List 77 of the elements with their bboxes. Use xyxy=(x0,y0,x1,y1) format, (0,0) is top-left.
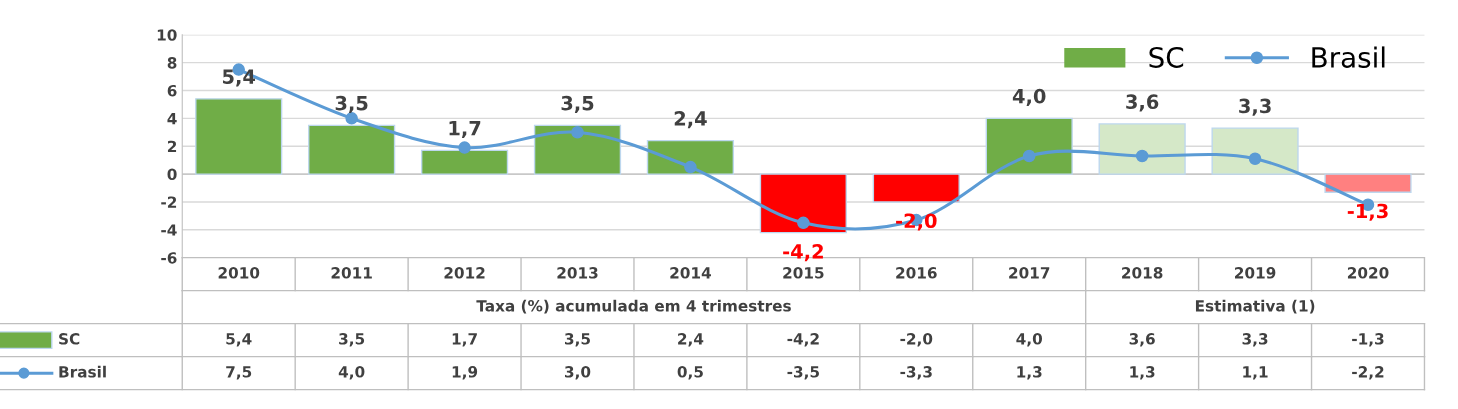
data-label: 3,5 xyxy=(564,333,590,347)
bar xyxy=(1098,123,1186,175)
x-tick-label: 2019 xyxy=(1235,267,1276,279)
point xyxy=(684,160,697,174)
text: 3,5 xyxy=(335,95,368,113)
data-label: 3,0 xyxy=(564,366,591,380)
bar xyxy=(533,124,622,175)
x-tick-label: 2011 xyxy=(331,267,372,279)
bar xyxy=(646,139,735,175)
data-label: 0,5 xyxy=(677,366,703,380)
text: SC xyxy=(59,333,80,345)
text: 1,7 xyxy=(449,121,481,138)
data-label: 2,4 xyxy=(678,333,704,347)
text: -4,2 xyxy=(783,244,823,262)
point xyxy=(1135,149,1149,163)
data-label: 5,4 xyxy=(226,333,252,347)
x-tick-label: 2014 xyxy=(670,267,711,279)
bar xyxy=(420,149,509,175)
y-tick-label: -2 xyxy=(161,196,177,208)
text: Estimativa (1) xyxy=(1195,299,1315,314)
text: 5,4 xyxy=(222,69,256,87)
y-tick-label: 4 xyxy=(167,113,177,125)
data-label: 3,5 xyxy=(339,333,365,347)
point xyxy=(458,141,471,154)
data-label: 4,0 xyxy=(338,366,365,380)
text: -1,3 xyxy=(1347,203,1388,221)
data-label: -2,0 xyxy=(900,333,933,347)
y-tick-label: 2 xyxy=(167,140,177,153)
text: Taxa (%) acumulada em 4 trimestres xyxy=(476,299,791,314)
y-tick-label: 10 xyxy=(157,29,177,41)
point xyxy=(1022,149,1036,163)
data-label: 3,3 xyxy=(1242,333,1268,347)
x-tick-label: 2020 xyxy=(1347,267,1389,279)
bar xyxy=(985,117,1073,175)
data-label: -3,3 xyxy=(900,366,932,380)
legend-label: Brasil xyxy=(1312,46,1385,68)
data-label: 7,5 xyxy=(226,366,252,380)
bar xyxy=(195,98,283,175)
x-tick-label: 2018 xyxy=(1122,267,1163,279)
point xyxy=(571,126,584,139)
data-label: 1,3 xyxy=(1130,366,1155,380)
data-label: -3,5 xyxy=(787,366,819,380)
data-label: 4,0 xyxy=(1016,333,1043,347)
data-label: 1,7 xyxy=(452,333,477,347)
data-label: -1,3 xyxy=(1352,333,1384,347)
point xyxy=(797,216,810,230)
bar xyxy=(872,173,960,203)
point xyxy=(1248,152,1262,166)
y-tick-label: 8 xyxy=(167,57,177,69)
y-tick-label: 6 xyxy=(167,84,177,97)
text: 3,3 xyxy=(1239,98,1271,116)
x-tick-label: 2015 xyxy=(783,267,824,279)
bar xyxy=(308,124,396,175)
text: 3,5 xyxy=(561,95,594,113)
data-label: -2,2 xyxy=(1352,366,1384,380)
bar xyxy=(1211,127,1299,175)
legend-label: SC xyxy=(1149,46,1184,68)
x-tick-label: 2012 xyxy=(444,267,485,279)
data-label: -4,2 xyxy=(787,333,819,347)
text: 2,4 xyxy=(674,111,707,129)
y-tick-label: -4 xyxy=(161,224,177,236)
bar xyxy=(759,173,847,234)
x-tick-label: 2017 xyxy=(1009,267,1050,279)
y-tick-label: 0 xyxy=(167,168,177,181)
text: 3,6 xyxy=(1126,94,1159,112)
x-tick-label: 2010 xyxy=(218,267,260,279)
y-tick-label: -6 xyxy=(161,252,177,264)
text: 4,0 xyxy=(1012,88,1046,106)
text: Brasil xyxy=(59,365,106,378)
x-tick-label: 2016 xyxy=(896,267,937,279)
point xyxy=(345,112,358,125)
bar xyxy=(1324,173,1412,193)
data-label: 1,9 xyxy=(452,366,478,380)
data-label: 1,1 xyxy=(1243,366,1268,380)
data-label: 1,3 xyxy=(1017,366,1042,380)
data-label: 3,6 xyxy=(1129,333,1155,347)
x-tick-label: 2013 xyxy=(557,267,598,279)
